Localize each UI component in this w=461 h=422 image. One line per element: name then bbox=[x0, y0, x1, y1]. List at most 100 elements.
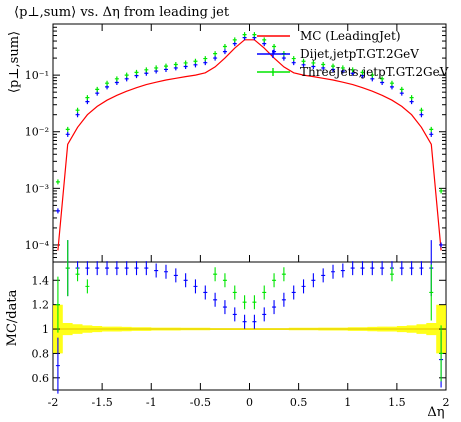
x-tick-label: 1 bbox=[344, 396, 351, 409]
main-data-point bbox=[389, 80, 394, 86]
legend: MC (LeadingJet) Dijet,jetpT.GT.2GeV ThreeJ… bbox=[257, 29, 449, 79]
main-data-point bbox=[429, 131, 434, 137]
ratio-data-point bbox=[213, 292, 218, 307]
ratio-data-point bbox=[242, 314, 247, 329]
ratio-data-point bbox=[105, 261, 110, 276]
ratio-y-tick-label: 1.4 bbox=[32, 274, 50, 287]
ratio-y-axis-label: MC/data bbox=[5, 289, 20, 346]
ratio-data-point bbox=[85, 279, 90, 294]
legend-label: Dijet,jetpT.GT.2GeV bbox=[300, 47, 419, 61]
main-data-point bbox=[154, 65, 159, 71]
main-data-point bbox=[331, 63, 336, 69]
ratio-data-point bbox=[262, 285, 267, 300]
ratio-y-tick-label: 0.8 bbox=[32, 347, 50, 360]
main-data-point bbox=[213, 51, 218, 57]
main-plot-panel: 10⁻⁴ 10⁻³ 10⁻² 10⁻¹ bbox=[25, 23, 447, 263]
main-y-tick-label: 10⁻¹ bbox=[25, 69, 49, 82]
main-data-point bbox=[173, 62, 178, 68]
ratio-data-point bbox=[252, 295, 257, 310]
main-data-point bbox=[439, 242, 444, 248]
ratio-data-point bbox=[399, 261, 404, 276]
ratio-data-point bbox=[114, 261, 119, 276]
ratio-data-point bbox=[252, 314, 257, 329]
ratio-data-point bbox=[124, 261, 129, 276]
ratio-data-point bbox=[193, 279, 198, 294]
main-data-point bbox=[75, 107, 80, 113]
ratio-plot-frame bbox=[52, 261, 447, 391]
main-data-point bbox=[55, 179, 60, 185]
ratio-data-point bbox=[281, 267, 286, 282]
main-data-point bbox=[95, 86, 100, 92]
ratio-data-point bbox=[203, 285, 208, 300]
ratio-data-point bbox=[95, 261, 100, 276]
main-data-point bbox=[232, 37, 237, 43]
main-data-point bbox=[350, 67, 355, 73]
ratio-data-point bbox=[232, 307, 237, 322]
ratio-data-point bbox=[370, 261, 375, 276]
main-data-point bbox=[419, 107, 424, 113]
main-data-point bbox=[203, 56, 208, 62]
main-data-point bbox=[360, 69, 365, 75]
main-data-point bbox=[105, 80, 110, 86]
main-data-point bbox=[222, 49, 227, 55]
ratio-y-tick-label: 1 bbox=[42, 323, 49, 336]
ratio-data-point bbox=[380, 261, 385, 276]
main-data-point bbox=[321, 62, 326, 68]
main-y-tick-label: 10⁻² bbox=[25, 126, 49, 139]
main-data-point bbox=[163, 63, 168, 69]
ratio-data-point bbox=[439, 325, 444, 382]
chart-title: ⟨p⊥,sum⟩ vs. Δη from leading jet bbox=[14, 5, 230, 20]
main-data-point bbox=[399, 86, 404, 92]
ratio-data-point bbox=[272, 300, 277, 315]
main-data-point bbox=[183, 60, 188, 66]
main-y-tick-label: 10⁻⁴ bbox=[25, 239, 50, 252]
ratio-data-point bbox=[55, 337, 60, 394]
main-data-point bbox=[222, 44, 227, 50]
main-data-point bbox=[75, 112, 80, 118]
ratio-data-point bbox=[360, 261, 365, 276]
x-tick-label: 0.5 bbox=[290, 396, 308, 409]
ratio-data-point bbox=[429, 264, 434, 321]
main-y-axis-label: ⟨p⊥,sum⟩ bbox=[7, 31, 22, 93]
ratio-data-point bbox=[242, 295, 247, 310]
x-tick-label: -0.5 bbox=[190, 396, 211, 409]
main-y-tick-label: 10⁻³ bbox=[25, 182, 49, 195]
ratio-data-point bbox=[154, 263, 159, 278]
ratio-data-point bbox=[85, 261, 90, 276]
main-data-point bbox=[124, 72, 129, 78]
ratio-data-point bbox=[331, 264, 336, 279]
main-data-point bbox=[380, 76, 385, 82]
ratio-data-point bbox=[144, 261, 149, 276]
x-tick-label: -1 bbox=[146, 396, 157, 409]
ratio-data-point bbox=[291, 285, 296, 300]
ratio-data-point bbox=[311, 273, 316, 288]
ratio-data-point bbox=[65, 240, 70, 297]
x-tick-label: -1.5 bbox=[92, 396, 113, 409]
main-data-point bbox=[340, 65, 345, 71]
main-series-line bbox=[57, 39, 442, 251]
ratio-data-point bbox=[75, 267, 80, 282]
ratio-data-point bbox=[173, 268, 178, 283]
ratio-data-point bbox=[350, 261, 355, 276]
main-data-point bbox=[301, 58, 306, 64]
x-tick-label: 1.5 bbox=[388, 396, 406, 409]
x-tick-label: 0 bbox=[246, 396, 253, 409]
ratio-data-point bbox=[222, 300, 227, 315]
ratio-data-point bbox=[301, 279, 306, 294]
legend-label: MC (LeadingJet) bbox=[300, 29, 401, 43]
main-data-point bbox=[281, 55, 286, 61]
main-data-point bbox=[311, 60, 316, 66]
ratio-plot-panel: 0.6 0.8 1 1.2 1.4 -2 -1.5 -1 -0.5 0 0.5 1 1.5 2 bbox=[32, 240, 450, 409]
legend-label: ThreeJets,jetpT.GT.2GeV bbox=[300, 65, 449, 79]
ratio-y-tick-label: 1.2 bbox=[32, 299, 50, 312]
ratio-data-point bbox=[183, 273, 188, 288]
main-data-point bbox=[272, 44, 277, 50]
main-data-point bbox=[429, 126, 434, 132]
ratio-y-tick-label: 0.6 bbox=[32, 372, 50, 385]
ratio-data-point bbox=[281, 292, 286, 307]
ratio-data-point bbox=[163, 264, 168, 279]
main-data-point bbox=[213, 55, 218, 61]
main-data-point bbox=[242, 32, 247, 38]
main-data-point bbox=[193, 58, 198, 64]
